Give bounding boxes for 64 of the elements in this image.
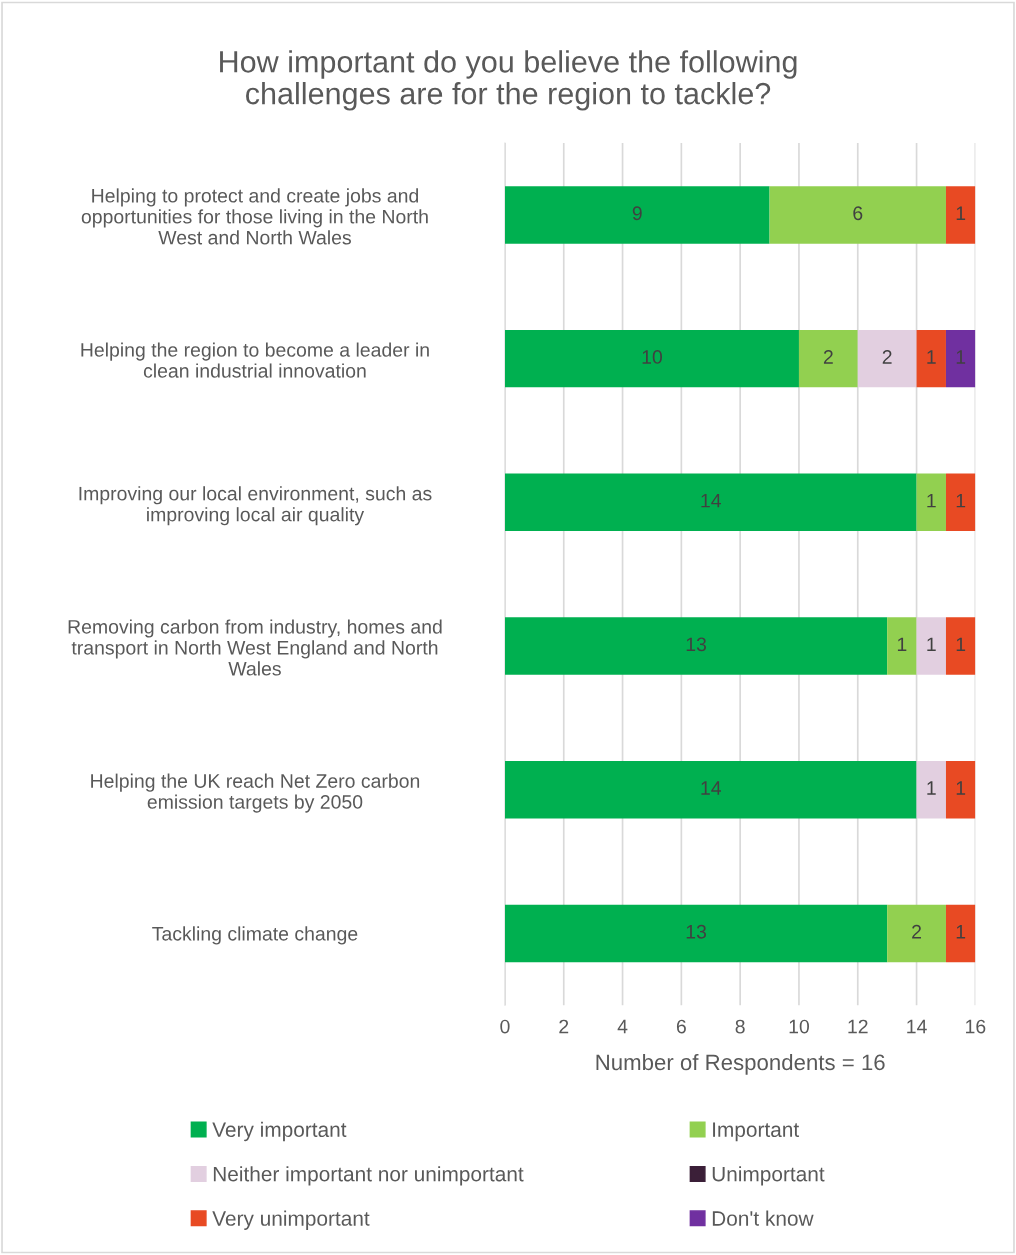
legend-label: Unimportant [712, 1166, 825, 1186]
data-label: 1 [956, 350, 966, 364]
data-label: 10 [642, 350, 663, 364]
bar [916, 473, 946, 532]
data-label: 1 [956, 781, 966, 795]
data-label: 2 [912, 924, 921, 939]
y-tick-label: Removing carbon from industry, homes and transport in North West England and North Wales [68, 619, 442, 676]
bar [887, 617, 917, 675]
legend-label: Don't know [712, 1210, 814, 1226]
chart-title: How important do you believe the following challenges are for the region to tackle? [220, 50, 797, 111]
bar [916, 617, 946, 675]
legend-label: Neither important nor unimportant [213, 1166, 524, 1186]
data-label: 2 [823, 350, 833, 364]
x-tick-label: 6 [676, 1019, 686, 1034]
data-label: 1 [927, 350, 936, 364]
data-label: 1 [956, 206, 966, 220]
bar [798, 329, 858, 388]
x-tick-label: 8 [735, 1019, 745, 1034]
bar [945, 186, 976, 244]
legend-label: Important [713, 1122, 800, 1142]
legend-label: Very important [212, 1121, 347, 1142]
bar [769, 186, 946, 244]
x-tick-label: 4 [617, 1019, 628, 1034]
bar [504, 760, 917, 819]
x-tick-label: 2 [559, 1019, 569, 1034]
bar [916, 760, 946, 819]
bar [887, 904, 946, 963]
bar [504, 329, 799, 388]
bar [504, 186, 770, 244]
data-label: 1 [897, 637, 907, 652]
y-tick-label: Helping to protect and create jobs and opportunities for those living in the North West and North Wales [81, 188, 428, 245]
data-label: 1 [927, 493, 936, 508]
x-tick-label: 16 [966, 1019, 986, 1034]
bar [945, 904, 976, 963]
x-tick-label: 10 [789, 1019, 810, 1034]
x-axis-title: Number of Respondents = 16 [596, 1053, 885, 1075]
x-tick-label: 0 [500, 1019, 510, 1034]
data-label: 1 [927, 637, 936, 652]
bar [916, 329, 946, 388]
data-label: 14 [701, 781, 721, 795]
legend-label: Very unimportant [212, 1210, 370, 1230]
data-label: 2 [882, 350, 892, 364]
y-tick-label: Improving our local environment, such as improving local air quality [79, 486, 432, 526]
data-label: 9 [632, 206, 642, 221]
bar [504, 473, 917, 532]
data-label: 13 [686, 637, 707, 652]
bar [945, 617, 976, 675]
y-tick-label: Tackling climate change [152, 926, 358, 945]
data-label: 6 [853, 206, 863, 221]
bar [945, 760, 976, 819]
data-label: 1 [927, 781, 936, 795]
bar [504, 904, 888, 963]
bar [945, 473, 976, 532]
bar [945, 329, 976, 388]
data-label: 1 [956, 637, 966, 652]
x-tick-label: 12 [848, 1019, 868, 1034]
y-tick-label: Helping the region to become a leader in clean industrial innovation [81, 342, 429, 378]
y-tick-label: Helping the UK reach Net Zero carbon emission targets by 2050 [91, 773, 420, 813]
data-label: 14 [701, 493, 721, 508]
data-label: 1 [956, 925, 966, 939]
x-tick-label: 14 [907, 1019, 927, 1034]
data-label: 13 [686, 924, 707, 939]
bar [504, 617, 888, 675]
data-label: 1 [956, 493, 966, 508]
